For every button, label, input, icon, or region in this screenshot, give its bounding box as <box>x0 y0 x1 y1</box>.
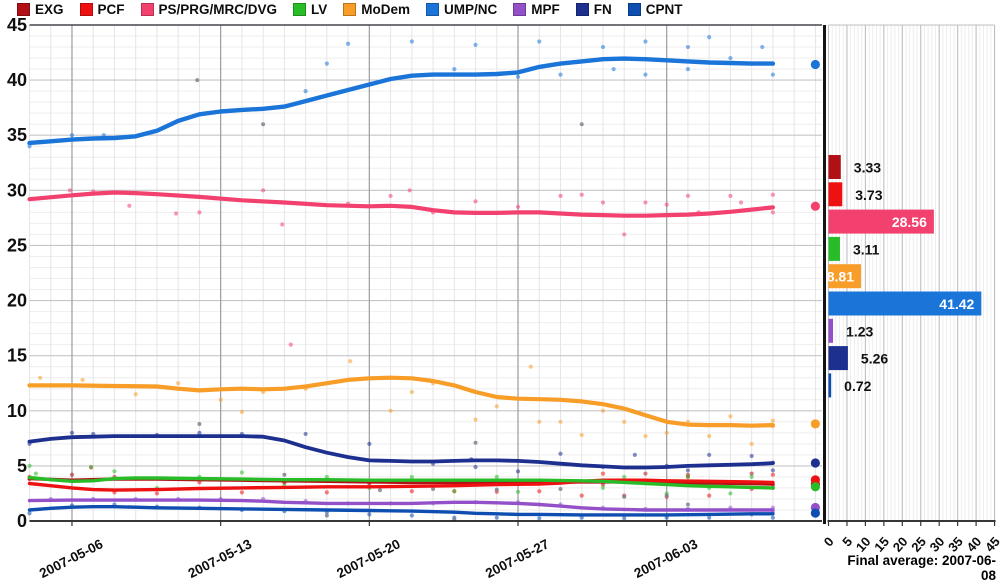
bar-value-label: 3.33 <box>854 160 881 176</box>
legend-item-mpf: MPF <box>513 2 560 17</box>
series-line-ump-nc <box>27 56 776 146</box>
legend-label: PS/PRG/MRC/DVG <box>158 2 278 17</box>
svg-text:2007-05-20: 2007-05-20 <box>334 536 402 581</box>
svg-text:2007-05-27: 2007-05-27 <box>483 536 551 581</box>
legend-swatch-ump <box>426 3 440 16</box>
svg-text:45: 45 <box>982 534 1000 555</box>
bar-value-label: 3.73 <box>855 187 882 203</box>
legend-swatch-modem <box>343 3 357 16</box>
series-line-ps-prg-mrc-dvg <box>27 190 775 218</box>
bar-value-label: 3.11 <box>853 241 880 257</box>
legend-item-ps: PS/PRG/MRC/DVG <box>140 2 278 17</box>
legend-swatch-mpf <box>513 3 527 16</box>
series-line-cpnt <box>27 505 775 517</box>
legend-item-pcf: PCF <box>79 2 125 17</box>
series-line-mpf <box>27 498 775 512</box>
bar-modem <box>828 264 862 289</box>
x-axis-labels: 2007-05-06 2007-05-13 2007-05-20 2007-05-27… <box>37 521 700 581</box>
series-line-lv <box>27 475 775 490</box>
legend-swatch-lv <box>293 3 307 16</box>
bar-lv <box>828 236 840 261</box>
legend-swatch-fn <box>575 3 589 16</box>
legend-item-exg: EXG <box>17 2 64 17</box>
series-line-modem <box>27 375 775 428</box>
final-average-bar-panel: 3.33 3.73 28.56 3.11 8.81 41.42 1.23 5.26 0.72 <box>823 24 996 524</box>
bar-exg <box>828 155 841 179</box>
svg-text:10: 10 <box>7 401 27 421</box>
legend-item-lv: LV <box>293 2 327 17</box>
svg-text:45: 45 <box>7 15 27 35</box>
svg-text:35: 35 <box>7 125 27 145</box>
scatter-points <box>27 35 776 522</box>
y-axis-labels: 0 5 10 15 20 25 30 35 40 45 <box>7 15 27 531</box>
series-line-fn <box>27 434 775 470</box>
legend-label: UMP/NC <box>444 2 498 17</box>
legend-label: FN <box>593 2 612 17</box>
bar-pcf <box>828 182 843 207</box>
bar-fn <box>828 346 848 371</box>
legend-item-ump: UMP/NC <box>426 2 497 17</box>
legend-item-modem: MoDem <box>343 2 410 17</box>
legend-swatch-ps <box>140 3 154 16</box>
svg-text:2007-06-03: 2007-06-03 <box>632 536 701 581</box>
svg-text:2007-05-13: 2007-05-13 <box>186 536 255 581</box>
svg-text:0: 0 <box>17 511 27 531</box>
bar-value-label: 1.23 <box>846 323 873 339</box>
legend-swatch-exg <box>17 3 30 16</box>
svg-text:40: 40 <box>7 70 27 90</box>
legend-label: MoDem <box>361 2 411 17</box>
series-line-pcf <box>27 478 775 492</box>
final-average-dots <box>810 59 820 518</box>
legend-label: MPF <box>531 2 560 17</box>
svg-text:30: 30 <box>7 180 27 200</box>
final-average-label: Final average: 2007-06-08 <box>847 553 996 581</box>
legend-label: EXG <box>35 2 64 17</box>
bar-value-label: 5.26 <box>861 351 888 367</box>
svg-text:15: 15 <box>7 346 27 366</box>
bar-value-label: 8.81 <box>827 269 854 285</box>
bar-value-label: 0.72 <box>844 378 871 394</box>
svg-text:25: 25 <box>7 235 27 255</box>
bar-cpnt <box>828 373 832 398</box>
legend-swatch-pcf <box>79 3 93 16</box>
svg-text:5: 5 <box>839 534 855 549</box>
bar-ps-prg-mrc-dvg <box>828 209 934 234</box>
legend-label: LV <box>311 2 328 17</box>
bar-value-label: 28.56 <box>892 214 927 230</box>
legend-item-cpnt: CPNT <box>627 2 683 17</box>
main-plot <box>29 24 822 521</box>
legend-label: CPNT <box>645 2 683 17</box>
svg-text:0: 0 <box>821 534 837 549</box>
legend-label: PCF <box>97 2 125 17</box>
svg-text:2007-05-06: 2007-05-06 <box>37 536 106 581</box>
bar-value-label: 41.42 <box>939 296 974 312</box>
legend-swatch-cpnt <box>627 3 641 16</box>
svg-text:20: 20 <box>7 291 27 311</box>
svg-text:5: 5 <box>17 456 27 476</box>
legend: EXG PCF PS/PRG/MRC/DVG LV MoDem UMP/NC MPF FN CP… <box>17 2 683 17</box>
bar-ump-nc <box>828 291 982 316</box>
bar-mpf <box>828 318 834 343</box>
legend-item-fn: FN <box>575 2 612 17</box>
